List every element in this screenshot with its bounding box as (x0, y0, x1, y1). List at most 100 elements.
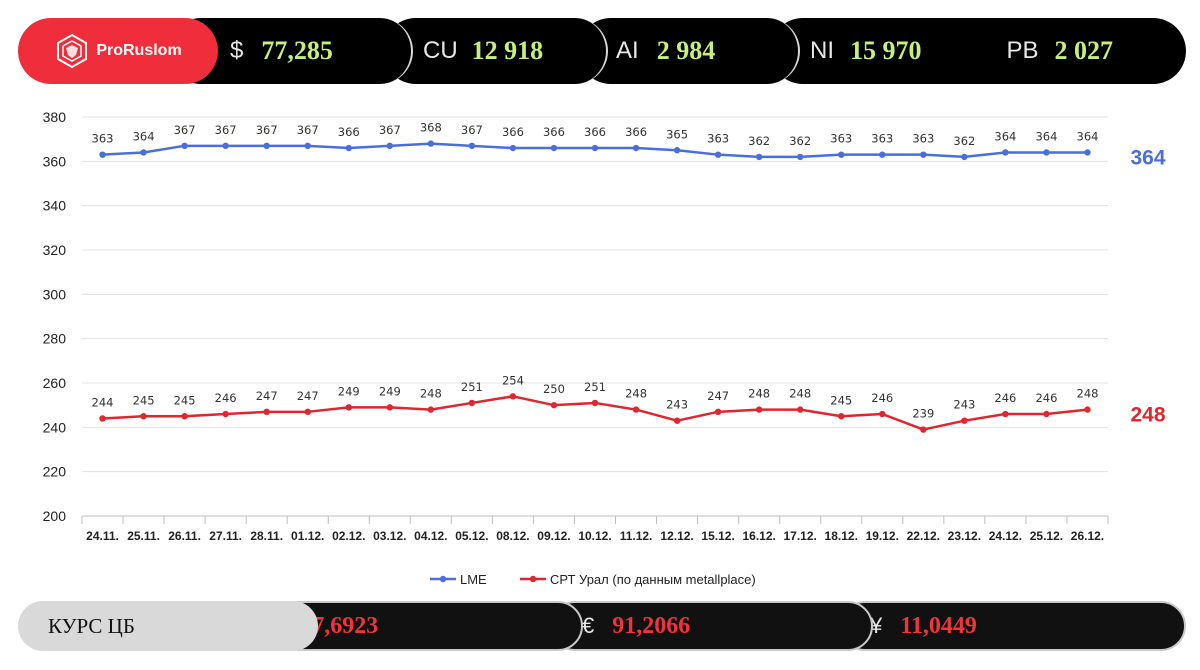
data-label: 366 (502, 125, 524, 139)
data-label: 364 (1035, 129, 1057, 143)
ticker-cu: CU 12 918 (383, 18, 608, 84)
y-tick-label: 320 (43, 242, 67, 258)
data-label: 251 (584, 380, 606, 394)
data-label: 367 (461, 123, 483, 137)
data-label: 250 (543, 382, 565, 396)
data-label: 246 (871, 391, 893, 405)
data-point (755, 406, 763, 413)
x-tick-label: 24.11. (86, 529, 119, 543)
data-point (591, 144, 599, 152)
x-tick-label: 27.11. (209, 529, 242, 543)
data-point (1084, 149, 1091, 156)
data-point (222, 142, 229, 150)
data-point (550, 401, 558, 409)
cb-rate-bar: € 91,2066 ¥ 11,0449 $ 77,6923 КУРС ЦБ (18, 601, 1186, 651)
data-point (632, 144, 640, 152)
data-label: 366 (338, 125, 360, 139)
data-point (345, 404, 352, 411)
yuan-icon: ¥ (870, 613, 883, 638)
y-tick-label: 220 (43, 464, 67, 480)
logo[interactable]: ProRuslom (18, 18, 218, 84)
data-label: 362 (953, 134, 975, 148)
lion-logo-icon (57, 33, 88, 69)
data-point (222, 410, 229, 418)
data-label: 249 (338, 384, 360, 398)
last-value-label: 364 (1130, 146, 1165, 169)
y-tick-label: 340 (43, 198, 67, 214)
data-label: 243 (953, 398, 975, 412)
data-point (427, 406, 435, 413)
data-point (838, 151, 845, 158)
x-tick-label: 15.12. (701, 529, 734, 543)
y-tick-label: 380 (43, 109, 67, 125)
data-label: 363 (871, 132, 893, 146)
y-tick-label: 300 (43, 286, 67, 302)
rate-eur: € 91,2066 (550, 601, 873, 651)
data-point (920, 426, 927, 433)
data-label: 362 (748, 134, 770, 148)
data-point (591, 399, 599, 407)
data-label: 367 (256, 123, 278, 137)
data-label: 363 (92, 132, 114, 146)
data-point (181, 142, 188, 150)
x-tick-label: 25.11. (127, 529, 160, 543)
data-label: 365 (666, 127, 688, 141)
x-axis: 24.11. 25.11. 26.11. 27.11. 28.11. 01.12. 02.1… (81, 516, 1109, 543)
x-tick-label: 12.12. (660, 529, 693, 543)
data-label: 366 (543, 125, 565, 139)
x-tick-label: 02.12. (332, 529, 365, 543)
data-point (468, 399, 476, 407)
y-tick-label: 200 (43, 508, 67, 524)
last-value-labels: 364 248 (1130, 146, 1165, 426)
legend-marker (439, 575, 447, 583)
data-point (961, 153, 968, 161)
data-label: 243 (666, 398, 688, 412)
data-label: 366 (625, 125, 647, 139)
data-label: 248 (420, 387, 442, 401)
data-label: 363 (912, 132, 934, 146)
logo-text: ProRuslom (96, 42, 182, 59)
legend-marker (529, 575, 537, 583)
data-point (797, 153, 804, 161)
x-tick-label: 09.12. (537, 529, 570, 543)
x-tick-label: 11.12. (620, 529, 653, 543)
data-label: 247 (707, 389, 729, 403)
x-tick-label: 16.12. (742, 529, 775, 543)
data-label: 247 (256, 389, 278, 403)
cb-rate-label-text: КУРС ЦБ (48, 613, 135, 638)
data-point (755, 153, 763, 161)
data-label: 246 (215, 391, 237, 405)
data-point (140, 149, 147, 156)
data-point (714, 151, 722, 158)
data-point (345, 144, 352, 152)
data-label: 248 (748, 387, 770, 401)
data-label: 245 (830, 393, 852, 407)
data-point (920, 151, 927, 158)
chart-series: 363 364 367 367 367 367 366 367 368 367 366 366 366 3… (92, 121, 1099, 433)
y-tick-label: 360 (43, 153, 67, 169)
data-label: 367 (174, 123, 196, 137)
data-point (714, 408, 722, 416)
ticker-symbol: $ (230, 37, 244, 64)
chart-legend[interactable]: LME СРТ Урал (по данным metallplace) (430, 572, 756, 587)
x-tick-label: 08.12. (496, 529, 529, 543)
data-point (838, 413, 845, 420)
ticker-value: 2 984 (656, 36, 716, 65)
x-tick-label: 26.12. (1071, 529, 1104, 543)
data-point (263, 142, 270, 150)
data-point (140, 413, 147, 420)
data-point (673, 147, 681, 154)
data-point (386, 142, 393, 150)
data-label: 248 (625, 387, 647, 401)
legend-label: СРТ Урал (по данным metallplace) (550, 572, 756, 587)
data-label: 363 (830, 132, 852, 146)
x-tick-label: 18.12. (825, 529, 858, 543)
data-label: 367 (215, 123, 237, 137)
ticker-value: 15 970 (850, 36, 922, 65)
ticker-symbol: AI (616, 37, 639, 64)
data-label: 364 (1077, 129, 1099, 143)
x-tick-label: 04.12. (414, 529, 447, 543)
y-tick-label: 280 (43, 331, 67, 347)
legend-label: LME (460, 572, 487, 587)
rate-value: 11,0449 (900, 612, 977, 639)
